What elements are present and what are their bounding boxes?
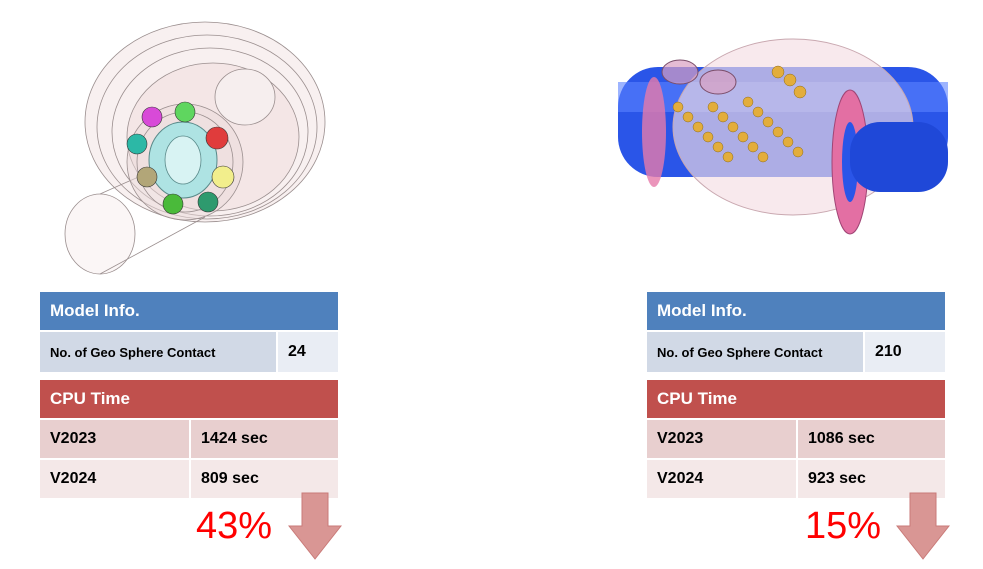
right-reduction-percent: 15% <box>805 505 882 547</box>
left-time-value: 1424 sec <box>191 420 338 458</box>
bearing-model-render <box>64 21 326 275</box>
right-model-info-table: Model Info. No. of Geo Sphere Contact 21… <box>647 292 945 372</box>
right-version-label: V2023 <box>647 420 796 458</box>
left-model-info-table: Model Info. No. of Geo Sphere Contact 24 <box>40 292 338 372</box>
right-cpu-row-v2024: V2024 923 sec <box>647 460 945 498</box>
left-contact-value: 24 <box>278 332 338 372</box>
left-version-label: V2024 <box>40 460 189 498</box>
right-model-info-header: Model Info. <box>647 292 945 330</box>
right-cpu-row-v2023: V2023 1086 sec <box>647 420 945 458</box>
down-arrow-icon <box>288 492 342 560</box>
left-cpu-time-table: CPU Time V2023 1424 sec V2024 809 sec <box>40 380 338 498</box>
right-time-value: 1086 sec <box>798 420 945 458</box>
left-model-info-header: Model Info. <box>40 292 338 330</box>
left-cpu-row-v2024: V2024 809 sec <box>40 460 338 498</box>
right-version-label: V2024 <box>647 460 796 498</box>
right-contact-label: No. of Geo Sphere Contact <box>647 332 863 372</box>
left-reduction-percent: 43% <box>196 505 273 547</box>
ball-screw-model-render <box>618 38 948 235</box>
right-cpu-time-header: CPU Time <box>647 380 945 418</box>
right-time-value: 923 sec <box>798 460 945 498</box>
left-cpu-time-header: CPU Time <box>40 380 338 418</box>
left-contact-label: No. of Geo Sphere Contact <box>40 332 276 372</box>
right-cpu-time-table: CPU Time V2023 1086 sec V2024 923 sec <box>647 380 945 498</box>
right-contact-row: No. of Geo Sphere Contact 210 <box>647 332 945 372</box>
left-version-label: V2023 <box>40 420 189 458</box>
left-contact-row: No. of Geo Sphere Contact 24 <box>40 332 338 372</box>
left-cpu-row-v2023: V2023 1424 sec <box>40 420 338 458</box>
right-contact-value: 210 <box>865 332 945 372</box>
down-arrow-icon <box>896 492 950 560</box>
left-time-value: 809 sec <box>191 460 338 498</box>
